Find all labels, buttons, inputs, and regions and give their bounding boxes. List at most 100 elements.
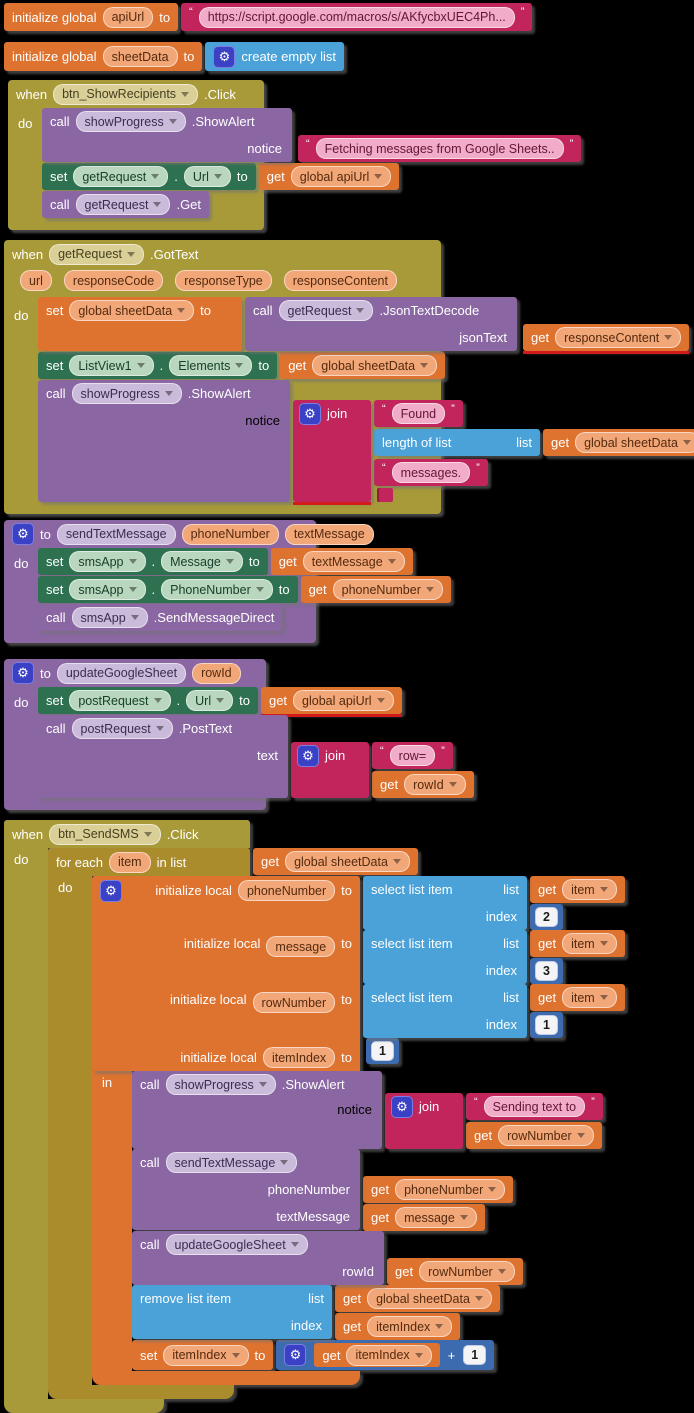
join-compound[interactable]: ⚙ join “ Sending text to (385, 1093, 603, 1149)
posttext-compound[interactable]: call postRequest .PostText text ⚙ join (38, 715, 474, 798)
component-dropdown[interactable]: smsApp (71, 607, 148, 628)
event-component-dropdown[interactable]: btn_ShowRecipients (53, 83, 199, 105)
set-smsapp-phonenumber-block[interactable]: set smsApp . PhoneNumber to (38, 576, 298, 603)
string-field[interactable]: row= (389, 745, 436, 766)
set-getrequest-url-block[interactable]: set getRequest . Url to (42, 163, 256, 190)
get-global-apiurl-block[interactable]: get global apiUrl (258, 163, 400, 190)
get-rowid-block[interactable]: get rowId (372, 771, 474, 798)
number-value[interactable]: 1 (463, 1345, 487, 1365)
text-string-block-found[interactable]: “ Found ” (374, 400, 463, 427)
block-when-btn-showrecipients-click[interactable]: when btn_ShowRecipients .Click do call s… (8, 80, 582, 230)
variable-dropdown[interactable]: message (395, 1207, 477, 1228)
variable-dropdown[interactable]: responseContent (555, 327, 682, 348)
local-name-field[interactable]: itemIndex (262, 1047, 336, 1068)
select-list-item-block[interactable]: select list item list index (363, 984, 527, 1038)
get-global-sheetdata-block[interactable]: get global sheetData (335, 1285, 500, 1312)
number-value[interactable]: 1 (371, 1041, 394, 1061)
string-field-url[interactable]: https://script.google.com/macros/s/AKfyc… (198, 6, 515, 28)
length-of-list-compound[interactable]: length of list list get global sheetData (374, 429, 694, 457)
text-string-block-messages[interactable]: “ messages. ” (374, 459, 488, 486)
component-dropdown[interactable]: smsApp (69, 579, 146, 600)
get-responsecontent-block[interactable]: get responseContent (523, 324, 690, 354)
join-block[interactable]: ⚙ join (385, 1093, 463, 1149)
string-field[interactable]: Fetching messages from Google Sheets.. (315, 138, 564, 159)
set-global-sheetdata-block[interactable]: set global sheetData to (38, 297, 242, 351)
select-list-item-compound[interactable]: select list item list index get item 3 (363, 930, 625, 984)
component-dropdown[interactable]: smsApp (69, 551, 146, 572)
get-global-sheetdata-block[interactable]: get global sheetData (280, 352, 446, 379)
jsontextdecode-compound[interactable]: call getRequest .JsonTextDecode jsonText… (245, 297, 690, 354)
get-global-sheetdata-block[interactable]: get global sheetData (543, 429, 694, 456)
select-list-item-compound[interactable]: select list item list index get item 1 (363, 984, 625, 1038)
text-string-block-row[interactable]: “ row= ” (372, 742, 453, 769)
block-procedure-sendtextmessage[interactable]: ⚙ to sendTextMessage phoneNumber textMes… (4, 520, 451, 643)
join-compound[interactable]: ⚙ join “ Found ” length of list (293, 400, 694, 505)
loop-var-badge-item[interactable]: item (108, 851, 151, 873)
select-list-item-block[interactable]: select list item list index (363, 876, 527, 930)
variable-dropdown[interactable]: itemIndex (346, 1344, 432, 1366)
variable-dropdown[interactable]: global sheetData (285, 851, 410, 872)
param-badge-textmessage[interactable]: textMessage (284, 523, 374, 545)
set-url-compound[interactable]: set postRequest . Url to get global apiU… (38, 687, 402, 717)
block-init-global-apiurl[interactable]: initialize global apiUrl to “ https://sc… (4, 3, 533, 32)
text-string-block-sending[interactable]: “ Sending text to ” (466, 1093, 603, 1120)
get-itemindex-block[interactable]: get itemIndex (335, 1313, 461, 1340)
call-sendmessagedirect-block[interactable]: call smsApp .SendMessageDirect (38, 604, 283, 631)
param-badge-phonenumber[interactable]: phoneNumber (181, 523, 279, 545)
call-showalert-block[interactable]: call showProgress .ShowAlert notice (132, 1071, 382, 1149)
call-sendtextmessage-compound[interactable]: call sendTextMessage phoneNumber textMes… (132, 1149, 514, 1231)
math-add-block[interactable]: ⚙ get itemIndex + 1 (276, 1340, 495, 1370)
mutator-gear-icon[interactable]: ⚙ (284, 1344, 307, 1366)
showalert-compound[interactable]: call showProgress .ShowAlert notice (132, 1071, 603, 1149)
component-dropdown[interactable]: showProgress (165, 1074, 276, 1095)
locals-main[interactable]: ⚙ initialize local phoneNumber to initia… (92, 876, 360, 1071)
local-name-field[interactable]: message (266, 936, 336, 957)
variable-dropdown[interactable]: global sheetData (575, 432, 694, 453)
call-updategooglesheet-block[interactable]: call updateGoogleSheet rowId (132, 1231, 384, 1285)
variable-dropdown[interactable]: phoneNumber (332, 579, 443, 600)
join-block[interactable]: ⚙ join (293, 400, 371, 505)
call-showprogress-showalert-block[interactable]: call showProgress .ShowAlert notice (42, 108, 292, 162)
foreach-header[interactable]: for each item in list (48, 848, 250, 876)
get-phonenumber-block[interactable]: get phoneNumber (300, 576, 451, 603)
number-block[interactable]: 1 (366, 1038, 399, 1064)
component-dropdown[interactable]: ListView1 (69, 355, 154, 376)
init-global-apiurl-statement[interactable]: initialize global apiUrl to (4, 3, 179, 31)
component-dropdown[interactable]: getRequest (75, 194, 171, 215)
event-header[interactable]: when btn_SendSMS .Click (4, 820, 250, 848)
local-name-field[interactable]: phoneNumber (237, 880, 336, 901)
get-itemindex-block[interactable]: get itemIndex (314, 1343, 440, 1367)
locals-header-compound[interactable]: ⚙ initialize local phoneNumber to initia… (92, 876, 625, 1071)
mutator-gear-icon[interactable]: ⚙ (299, 402, 321, 425)
number-block[interactable]: 1 (530, 1012, 563, 1038)
set-sheetdata-compound[interactable]: set global sheetData to call getRequest … (38, 297, 690, 354)
variable-dropdown[interactable]: textMessage (302, 551, 405, 572)
var-name-field-sheetdata[interactable]: sheetData (102, 46, 178, 67)
variable-dropdown[interactable]: rowId (404, 774, 466, 795)
property-dropdown[interactable]: Url (183, 166, 231, 187)
set-url-compound[interactable]: set getRequest . Url to get global apiUr… (42, 163, 400, 191)
event-component-dropdown[interactable]: getRequest (49, 243, 145, 265)
set-postrequest-url-block[interactable]: set postRequest . Url to (38, 687, 258, 714)
mutator-gear-icon[interactable]: ⚙ (213, 45, 236, 68)
get-global-apiurl-block[interactable]: get global apiUrl (260, 687, 402, 717)
param-badge-responsecontent[interactable]: responseContent (283, 270, 397, 291)
var-name-field-apiurl[interactable]: apiUrl (102, 6, 154, 28)
block-when-getrequest-gottext[interactable]: when getRequest .GotText url responseCod… (4, 240, 694, 514)
block-when-btn-sendsms-click[interactable]: when btn_SendSMS .Click do for each item… (4, 820, 625, 1413)
mutator-gear-icon[interactable]: ⚙ (12, 662, 34, 684)
variable-dropdown[interactable]: item (562, 933, 617, 954)
block-procedure-updategooglesheet[interactable]: ⚙ to updateGoogleSheet rowId do set post… (4, 659, 474, 810)
number-value[interactable]: 3 (535, 961, 558, 981)
variable-dropdown[interactable]: item (562, 987, 617, 1008)
property-dropdown[interactable]: Message (161, 551, 243, 572)
call-jsontextdecode-block[interactable]: call getRequest .JsonTextDecode jsonText (245, 297, 517, 351)
component-dropdown[interactable]: showProgress (75, 111, 186, 132)
get-rownumber-block[interactable]: get rowNumber (466, 1122, 602, 1149)
procedure-name-field[interactable]: sendTextMessage (56, 523, 176, 545)
get-phonenumber-block[interactable]: get phoneNumber (363, 1176, 514, 1203)
variable-dropdown[interactable]: itemIndex (163, 1344, 249, 1366)
select-list-item-compound[interactable]: select list item list index get item 2 (363, 876, 625, 930)
text-string-block-url[interactable]: “ https://script.google.com/macros/s/AKf… (181, 3, 533, 31)
component-dropdown[interactable]: showProgress (71, 383, 182, 404)
